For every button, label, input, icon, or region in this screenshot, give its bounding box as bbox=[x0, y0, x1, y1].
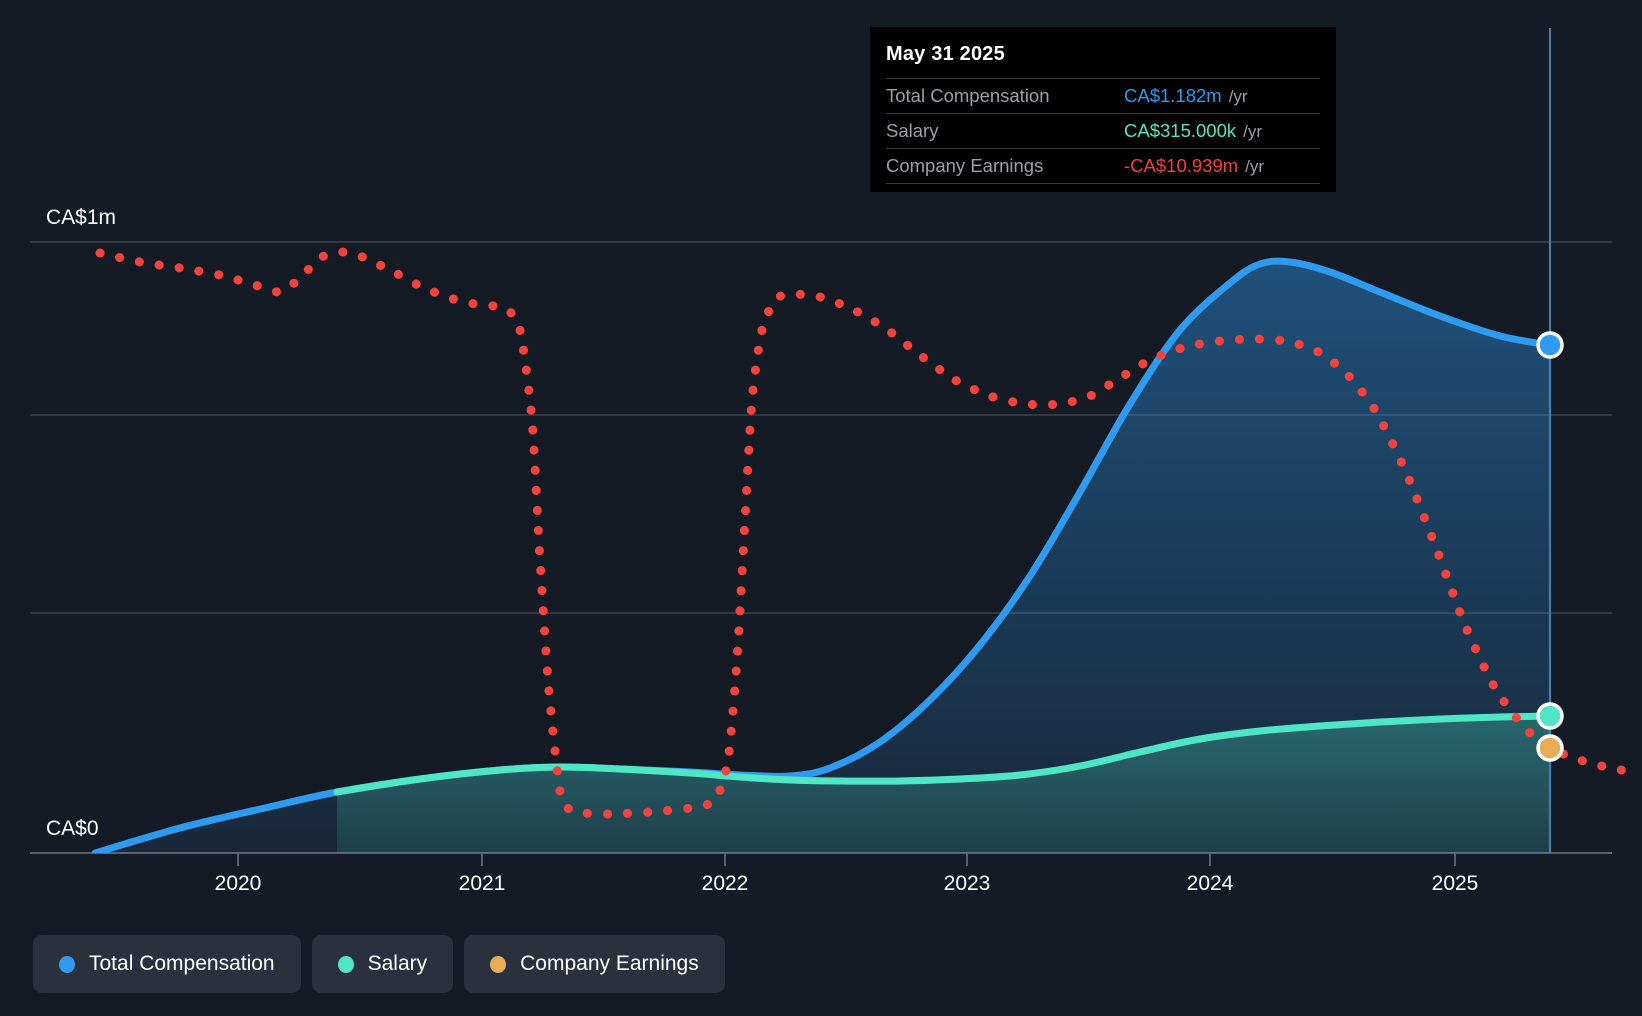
legend-label-salary: Salary bbox=[367, 952, 428, 975]
tooltip-label-total-compensation: Total Compensation bbox=[886, 85, 1050, 106]
x-axis-label-2021: 2021 bbox=[458, 872, 506, 895]
salary-line bbox=[333, 712, 1550, 796]
tooltip-row-total-compensation: Total Compensation CA$1.182m /yr bbox=[886, 78, 1320, 113]
tooltip-label-salary: Salary bbox=[886, 120, 939, 141]
tooltip-date: May 31 2025 bbox=[886, 43, 1005, 65]
tooltip-value-salary: CA$315.000k bbox=[1124, 120, 1237, 141]
y-axis-label-0: CA$0 bbox=[46, 817, 99, 840]
tooltip-row-salary: Salary CA$315.000k /yr bbox=[886, 113, 1320, 148]
legend-item-salary[interactable]: Salary bbox=[311, 935, 454, 993]
legend-dot-total-compensation bbox=[59, 955, 75, 973]
x-axis-label-2023: 2023 bbox=[943, 872, 991, 895]
legend-item-company-earnings[interactable]: Company Earnings bbox=[464, 935, 725, 993]
tooltip-value-company-earnings: -CA$10.939m bbox=[1124, 155, 1239, 176]
company-earnings-marker bbox=[1536, 734, 1564, 762]
end-markers bbox=[1536, 331, 1564, 762]
tooltip-unit-company-earnings: /yr bbox=[1245, 157, 1265, 176]
chart-legend: Total Compensation Salary Company Earnin… bbox=[33, 935, 725, 993]
x-axis-label-2024: 2024 bbox=[1186, 872, 1234, 895]
y-axis-label-1m: CA$1m bbox=[46, 206, 117, 229]
chart-tooltip: May 31 2025 Total Compensation CA$1.182m… bbox=[870, 27, 1336, 192]
tooltip-label-company-earnings: Company Earnings bbox=[886, 155, 1044, 176]
legend-label-company-earnings: Company Earnings bbox=[520, 952, 699, 975]
legend-item-total-compensation[interactable]: Total Compensation bbox=[33, 935, 301, 993]
legend-label-total-compensation: Total Compensation bbox=[89, 952, 275, 975]
tooltip-value-total-compensation: CA$1.182m bbox=[1124, 85, 1222, 106]
salary-area bbox=[337, 716, 1550, 853]
salary-marker bbox=[1536, 702, 1564, 730]
total-compensation-marker bbox=[1536, 331, 1564, 359]
x-axis-ticks bbox=[237, 853, 1456, 866]
total-compensation-area bbox=[95, 261, 1550, 853]
x-axis-label-2025: 2025 bbox=[1431, 872, 1479, 895]
legend-dot-salary bbox=[337, 955, 354, 973]
company-earnings-line bbox=[95, 247, 1642, 819]
x-axis-label-2020: 2020 bbox=[214, 872, 262, 895]
legend-dot-company-earnings bbox=[490, 955, 507, 973]
x-axis-label-2022: 2022 bbox=[701, 872, 749, 895]
tooltip-unit-total-compensation: /yr bbox=[1228, 87, 1248, 106]
tooltip-row-company-earnings: Company Earnings -CA$10.939m /yr bbox=[886, 148, 1320, 184]
tooltip-unit-salary: /yr bbox=[1243, 122, 1263, 141]
